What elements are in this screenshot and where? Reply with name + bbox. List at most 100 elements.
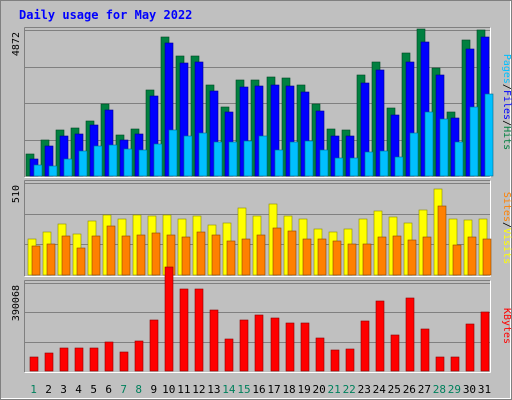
bar-sites-day-7 [121, 235, 131, 276]
bar-pages-day-5 [93, 145, 103, 177]
bar-kbytes-day-8 [134, 340, 144, 372]
bar-pages-day-20 [319, 149, 329, 177]
bar-sites-day-21 [332, 240, 342, 276]
legend-entry: Visits [501, 228, 512, 264]
bar-pages-day-10 [168, 129, 178, 177]
bar-pages-day-11 [183, 135, 193, 177]
legend-kbytes: KBytes [501, 308, 512, 344]
x-tick-label: 26 [403, 383, 416, 396]
bar-pages-day-22 [349, 157, 359, 177]
x-tick-label: 23 [358, 383, 371, 396]
x-tick-label: 29 [448, 383, 461, 396]
bar-pages-day-21 [334, 157, 344, 177]
x-tick-label: 12 [192, 383, 205, 396]
bar-kbytes-day-26 [405, 297, 415, 372]
bar-kbytes-day-31 [480, 311, 490, 372]
bar-pages-day-14 [228, 141, 238, 177]
bar-sites-day-6 [106, 225, 116, 276]
x-tick-label: 5 [90, 383, 97, 396]
y-max-label: 390068 [11, 285, 22, 321]
bar-sites-day-20 [317, 238, 327, 276]
bar-sites-day-14 [226, 240, 236, 276]
bar-kbytes-day-3 [59, 347, 69, 372]
bar-kbytes-day-4 [74, 347, 84, 372]
bar-pages-day-17 [274, 149, 284, 177]
x-tick-label: 20 [313, 383, 326, 396]
panel-hits-files-pages: 4872 Pages/Files/Hits [11, 27, 512, 178]
legend-visits-sites: Sites/Visits [501, 192, 512, 264]
y-max-label: 4872 [11, 32, 22, 56]
x-tick-label: 11 [177, 383, 190, 396]
x-tick-label: 2 [45, 383, 52, 396]
x-tick-label: 24 [373, 383, 387, 396]
bar-kbytes-day-15 [239, 319, 249, 372]
x-tick-label: 16 [252, 383, 265, 396]
bar-sites-day-22 [347, 243, 357, 276]
bar-pages-day-30 [469, 106, 479, 177]
bar-sites-day-16 [256, 234, 266, 276]
x-tick-label: 7 [120, 383, 127, 396]
series-sites [31, 205, 492, 276]
x-tick-label: 27 [418, 383, 431, 396]
bar-kbytes-day-2 [44, 352, 54, 372]
bar-kbytes-day-16 [254, 314, 264, 372]
x-tick-label: 6 [105, 383, 112, 396]
x-tick-label: 30 [463, 383, 476, 396]
bar-sites-day-19 [302, 238, 312, 276]
x-axis-labels: 1 2 3 4 5 6 7 8 9 10 11 12 13 14 15 16 17 18 19 20 21 22 23 24 2… [30, 383, 491, 396]
bar-sites-day-3 [61, 235, 71, 276]
bar-pages-day-2 [48, 165, 58, 177]
bar-kbytes-day-29 [450, 356, 460, 372]
x-tick-label: 28 [433, 383, 446, 396]
bar-kbytes-day-18 [285, 322, 295, 372]
panel-visits-sites: 510 Sites/Visits [11, 180, 512, 277]
bar-sites-day-31 [482, 238, 492, 276]
x-tick-label: 21 [328, 383, 341, 396]
x-tick-label: 9 [150, 383, 157, 396]
bar-kbytes-day-22 [345, 348, 355, 372]
x-tick-label: 31 [478, 383, 491, 396]
bar-sites-day-1 [31, 245, 41, 276]
bar-kbytes-day-14 [224, 338, 234, 372]
x-tick-label: 22 [343, 383, 356, 396]
bar-sites-day-26 [407, 239, 417, 276]
bar-kbytes-day-27 [420, 328, 430, 372]
bar-sites-day-28 [437, 205, 447, 276]
bar-kbytes-day-17 [270, 317, 280, 372]
bar-kbytes-day-5 [89, 347, 99, 372]
bar-pages-day-7 [123, 148, 133, 177]
legend-hits-files-pages: Pages/Files/Hits [501, 54, 512, 150]
bar-pages-day-1 [33, 164, 43, 177]
bar-kbytes-day-21 [330, 349, 340, 372]
bar-sites-day-29 [452, 244, 462, 276]
x-tick-label: 15 [237, 383, 250, 396]
x-tick-label: 13 [207, 383, 220, 396]
bar-kbytes-day-1 [29, 356, 39, 372]
bar-sites-day-15 [241, 238, 251, 276]
legend-entry: / [501, 84, 512, 90]
legend-entry: / [501, 120, 512, 126]
legend-entry: Pages [501, 54, 512, 84]
bar-kbytes-day-10 [164, 266, 174, 372]
bar-kbytes-day-13 [209, 309, 219, 372]
bar-pages-day-4 [78, 150, 88, 177]
bar-kbytes-day-28 [435, 356, 445, 372]
bar-sites-day-9 [151, 232, 161, 276]
legend-entry: KBytes [501, 308, 512, 344]
series-kbytes [29, 266, 490, 372]
bar-kbytes-day-7 [119, 351, 129, 372]
bar-pages-day-3 [63, 158, 73, 177]
x-tick-label: 3 [60, 383, 67, 396]
bar-sites-day-4 [76, 247, 86, 276]
bar-pages-day-8 [138, 149, 148, 177]
x-tick-label: 1 [30, 383, 37, 396]
x-tick-label: 19 [297, 383, 310, 396]
bar-pages-day-15 [243, 140, 253, 177]
bar-pages-day-23 [364, 151, 374, 177]
bar-pages-day-6 [108, 144, 118, 177]
bar-sites-day-2 [46, 243, 56, 276]
x-tick-label: 14 [222, 383, 236, 396]
bar-kbytes-day-20 [315, 337, 325, 372]
bar-kbytes-day-24 [375, 300, 385, 372]
